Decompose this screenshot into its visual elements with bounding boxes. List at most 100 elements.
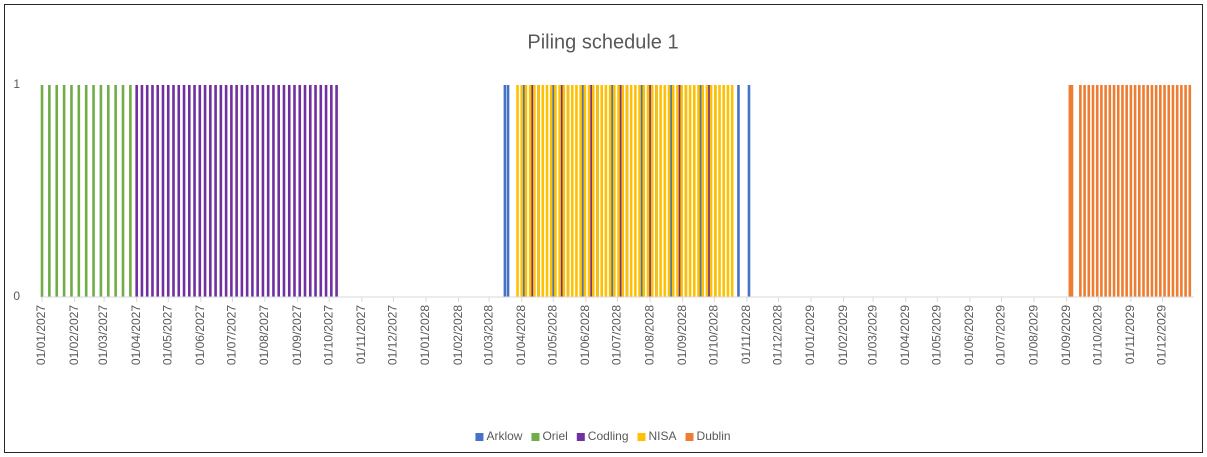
bar (684, 85, 688, 297)
bar (714, 85, 717, 297)
bar (277, 85, 281, 297)
bar (747, 85, 751, 297)
bar (520, 85, 524, 297)
legend-swatch (475, 433, 484, 441)
bar (705, 85, 709, 297)
bar (287, 85, 291, 297)
x-tick-label: 01/01/2029 (803, 305, 817, 365)
bar (1070, 85, 1074, 297)
bar (62, 85, 66, 297)
bar (245, 85, 249, 297)
x-tick-label: 01/08/2028 (642, 305, 656, 365)
bar (1091, 85, 1095, 297)
bar (699, 85, 702, 297)
bar (177, 85, 181, 297)
bar (551, 85, 555, 297)
bar (193, 85, 196, 297)
x-tick-label: 01/06/2028 (578, 305, 592, 365)
bar (70, 85, 73, 297)
bar (335, 85, 338, 297)
bar (596, 85, 599, 297)
x-tick-label: 01/05/2029 (929, 305, 943, 365)
bar (646, 85, 650, 297)
bar (669, 85, 673, 297)
bar (707, 85, 711, 297)
bar (1083, 85, 1086, 297)
bar (308, 85, 312, 297)
bar (676, 85, 679, 297)
bar (182, 85, 186, 297)
bar (600, 85, 603, 297)
bar (156, 85, 160, 297)
x-tick-label: 01/08/2029 (1026, 305, 1040, 365)
x-tick-label: 01/02/2027 (67, 305, 81, 365)
bar (55, 85, 59, 297)
x-tick-label: 01/02/2028 (451, 305, 465, 365)
bar (135, 85, 138, 297)
bar (638, 85, 641, 297)
legend-swatch (576, 433, 585, 441)
bar (166, 85, 170, 297)
bar (1129, 85, 1133, 297)
x-tick-label: 01/03/2029 (865, 305, 879, 365)
legend-swatch (637, 433, 646, 441)
bar (608, 85, 612, 297)
bar (224, 85, 228, 297)
bar (1125, 85, 1128, 297)
bar (533, 85, 536, 297)
bar (1068, 85, 1072, 297)
y-tick-label: 0 (13, 289, 20, 303)
legend-label: Codling (588, 429, 629, 443)
bar (1095, 85, 1099, 297)
x-tick-label: 01/09/2029 (1059, 305, 1073, 365)
bar (1163, 85, 1166, 297)
bar (528, 85, 532, 297)
bar (1180, 85, 1183, 297)
bar (619, 85, 622, 297)
bar (282, 85, 286, 297)
bar (709, 85, 713, 297)
bar (106, 85, 110, 297)
bar (537, 85, 540, 297)
bar (610, 85, 614, 297)
bar (1150, 85, 1154, 297)
legend-swatch (531, 433, 540, 441)
bar (688, 85, 692, 297)
x-tick-label: 01/04/2029 (898, 305, 912, 365)
bar (121, 85, 125, 297)
bar (140, 85, 144, 297)
bar (583, 85, 587, 297)
bar (319, 85, 323, 297)
x-tick-label: 01/12/2028 (771, 305, 785, 365)
bar (589, 85, 593, 297)
bar (1087, 85, 1091, 297)
bar (114, 85, 117, 297)
bar (554, 85, 557, 297)
bar (530, 85, 534, 297)
bar (566, 85, 570, 297)
bar (613, 85, 616, 297)
bar (314, 85, 317, 297)
x-tick-label: 01/08/2027 (257, 305, 271, 365)
bar (1108, 85, 1112, 297)
bar (151, 85, 154, 297)
bar (522, 85, 526, 297)
bar (558, 85, 561, 297)
x-tick-label: 01/10/2029 (1090, 305, 1104, 365)
bar (266, 85, 270, 297)
bar (1159, 85, 1162, 297)
bar (617, 85, 620, 297)
bar (84, 85, 88, 297)
bar (209, 85, 212, 297)
bar (256, 85, 259, 297)
bar (187, 85, 191, 297)
bar (298, 85, 302, 297)
bar (1104, 85, 1107, 297)
x-tick-label: 01/09/2027 (290, 305, 304, 365)
bar (324, 85, 328, 297)
x-tick-label: 01/03/2027 (96, 305, 110, 365)
bar (198, 85, 202, 297)
x-tick-label: 01/06/2027 (193, 305, 207, 365)
x-tick-label: 01/11/2028 (739, 305, 753, 364)
bar (640, 85, 643, 297)
